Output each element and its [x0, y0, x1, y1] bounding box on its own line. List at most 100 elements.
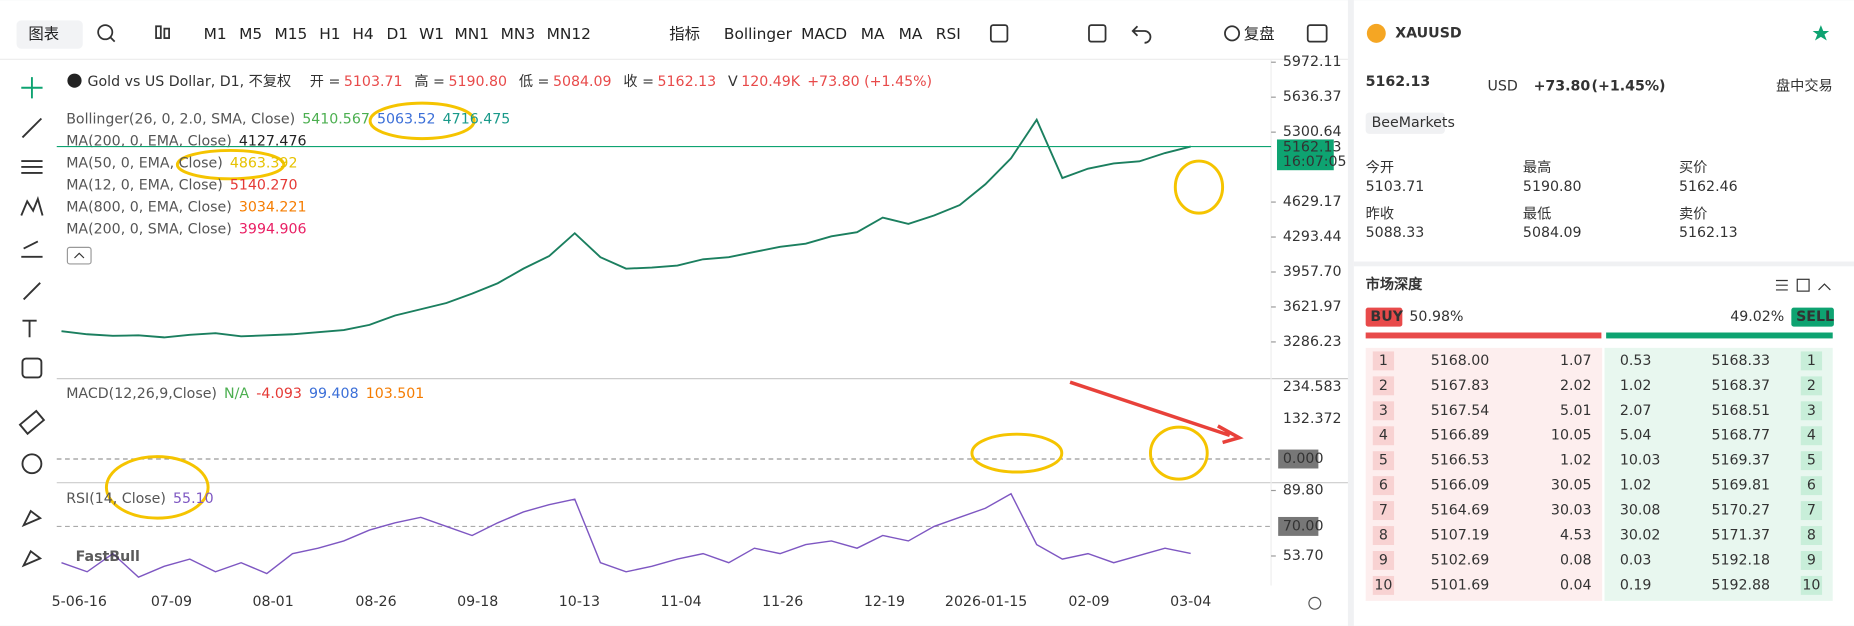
- line-tool[interactable]: [21, 117, 43, 139]
- bid-index: 1: [1379, 353, 1388, 369]
- bid-index: 8: [1379, 528, 1388, 544]
- bid-index: 3: [1379, 403, 1388, 419]
- ask-index-bg: [1800, 501, 1823, 521]
- trend-tool[interactable]: [21, 240, 43, 258]
- ask-index-bg: [1800, 526, 1823, 545]
- timeframe[interactable]: M15: [274, 25, 307, 43]
- brush-tool[interactable]: [22, 282, 41, 301]
- exit-icon[interactable]: [1306, 24, 1328, 43]
- macd-tick-label: 132.372: [1283, 411, 1342, 427]
- rsi-name: RSI(14, Close): [66, 491, 166, 507]
- book-icon[interactable]: [1796, 278, 1810, 292]
- bid-volume: 30.03: [1551, 503, 1592, 519]
- timeframe[interactable]: MN1: [455, 25, 490, 43]
- symbol-title: Gold vs US Dollar, D1, 不复权: [87, 73, 291, 90]
- overlay-legend: MA(800, 0, EMA, Close) 3034.221: [66, 200, 306, 216]
- indicator[interactable]: MA: [861, 25, 885, 43]
- broker: BeeMarkets: [1372, 115, 1455, 131]
- bid-index: 2: [1379, 378, 1388, 394]
- search-icon[interactable]: [97, 24, 114, 41]
- ruler-tool[interactable]: [18, 409, 46, 436]
- lock-tool[interactable]: [21, 549, 43, 568]
- timeframe[interactable]: M5: [239, 25, 262, 43]
- ohlc-label: 高 =: [414, 73, 445, 90]
- ask-price: 5168.33: [1711, 353, 1770, 369]
- timeframe[interactable]: M1: [204, 25, 227, 43]
- bid-index-bg: [1372, 376, 1395, 396]
- ohlc-value: 5084.09: [553, 74, 612, 90]
- bid-index: 10: [1374, 577, 1392, 593]
- indicators-button[interactable]: 指标: [669, 25, 700, 43]
- timeframe[interactable]: H4: [352, 25, 373, 43]
- bid-price: 5107.19: [1431, 528, 1490, 544]
- rsi-level-box: [1278, 516, 1319, 536]
- buy-pct: 50.98%: [1409, 309, 1463, 325]
- ask-price: 5169.81: [1711, 478, 1770, 494]
- list-icon[interactable]: [1775, 279, 1788, 291]
- rsi-tick-label: 89.80: [1283, 483, 1324, 499]
- rsi-line: [61, 492, 1191, 579]
- ask-index-bg: [1800, 451, 1823, 471]
- magnet-tool[interactable]: [21, 509, 43, 528]
- favorite-star[interactable]: [1812, 25, 1830, 41]
- timeframe[interactable]: D1: [386, 25, 408, 43]
- price-tick-label: 3286.23: [1283, 334, 1342, 350]
- collapse-depth-icon[interactable]: [1818, 283, 1831, 291]
- sell-label: SELL: [1796, 309, 1834, 325]
- replay-button[interactable]: 复盘: [1244, 24, 1275, 43]
- ohlc-label: 开 =: [310, 74, 341, 90]
- undo-icon[interactable]: [1131, 25, 1152, 44]
- overlay-name: MA(200, 0, EMA, Close): [66, 134, 232, 150]
- sell-pct: 49.02%: [1730, 309, 1784, 325]
- bid-index-bg: [1372, 551, 1395, 570]
- bid-index-bg: [1372, 351, 1395, 371]
- ask-volume: 0.19: [1620, 577, 1652, 593]
- ask-price: 5192.88: [1711, 577, 1770, 593]
- timeframe[interactable]: MN12: [547, 25, 591, 43]
- ask-index: 10: [1802, 577, 1820, 593]
- pattern-tool[interactable]: [20, 195, 44, 216]
- macd-value: N/A: [224, 386, 249, 402]
- settings-icon[interactable]: [1308, 596, 1322, 610]
- depth-title: 市场深度: [1366, 276, 1424, 293]
- stat-value: 5088.33: [1366, 225, 1425, 241]
- buy-label: BUY: [1370, 309, 1403, 325]
- bid-index-bg: [1372, 401, 1395, 421]
- timeframe[interactable]: H1: [319, 25, 340, 43]
- symbol-name: XAUUSD: [1395, 25, 1462, 41]
- buy-ratio-bar: [1365, 332, 1602, 339]
- fib-tool[interactable]: [21, 160, 43, 174]
- overlay-value: 5410.567: [302, 112, 370, 128]
- replay-icon[interactable]: [1224, 25, 1241, 42]
- text-tool[interactable]: [22, 319, 37, 338]
- candle-icon[interactable]: [155, 25, 162, 39]
- collapse-button[interactable]: [66, 246, 92, 265]
- overlay-value: 4716.475: [443, 112, 511, 128]
- symbol-dot: [67, 73, 82, 88]
- ask-index: 3: [1807, 403, 1816, 419]
- timeframe[interactable]: W1: [419, 25, 444, 43]
- stat-label: 昨收: [1366, 206, 1394, 222]
- macd-tick-label: 0.000: [1283, 451, 1324, 467]
- stat-label: 今开: [1366, 160, 1394, 176]
- overlay-name: MA(200, 0, SMA, Close): [66, 222, 232, 238]
- chart-menu-button[interactable]: [16, 20, 83, 49]
- calendar-icon[interactable]: [1088, 24, 1107, 43]
- indicator[interactable]: MACD: [801, 25, 847, 43]
- template-icon[interactable]: [989, 24, 1009, 43]
- zoom-tool[interactable]: [21, 453, 43, 475]
- emoji-tool[interactable]: [21, 357, 43, 379]
- crosshair-tool[interactable]: [21, 77, 43, 99]
- rsi-legend: RSI(14, Close) 55.10: [66, 491, 213, 507]
- indicator[interactable]: Bollinger: [724, 25, 793, 43]
- timeframe[interactable]: MN3: [501, 25, 536, 43]
- ask-price: 5169.37: [1711, 453, 1770, 469]
- ask-volume: 5.04: [1620, 428, 1652, 444]
- ohlc-legend: 开 = 5103.71 高 = 5190.80 低 = 5084.09 收 = 5162.13…: [310, 73, 932, 90]
- indicator[interactable]: RSI: [936, 25, 961, 43]
- indicator[interactable]: MA: [899, 25, 923, 43]
- bid-price: 5164.69: [1431, 503, 1490, 519]
- ask-index: 5: [1807, 453, 1816, 469]
- ask-index: 2: [1807, 378, 1816, 394]
